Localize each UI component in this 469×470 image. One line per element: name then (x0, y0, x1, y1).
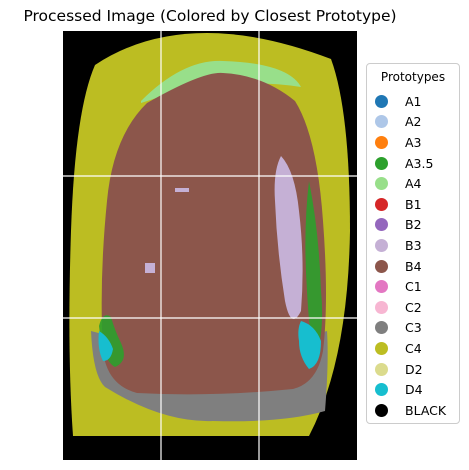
legend-swatch (375, 115, 388, 129)
legend-swatch (375, 280, 388, 294)
legend-item: B2 (375, 215, 446, 236)
legend-swatch (375, 300, 388, 314)
legend-label: A2 (405, 114, 422, 130)
legend-swatch (375, 197, 388, 211)
legend-item: C4 (375, 338, 446, 359)
figure-title: Processed Image (Colored by Closest Prot… (23, 7, 397, 25)
legend-label: B2 (405, 217, 422, 233)
legend: Prototypes A1 A2 A3 A3.5 A4 B1 B2 B3 B4 C1 C2 C3 C4 D… (366, 63, 460, 424)
legend-item: D4 (375, 379, 446, 400)
legend-swatch (375, 321, 388, 335)
legend-label: A4 (405, 176, 422, 192)
legend-swatch (375, 94, 388, 108)
legend-label: BLACK (405, 402, 447, 418)
legend-item: B4 (375, 256, 446, 277)
legend-item: C3 (375, 318, 446, 339)
legend-item: B1 (375, 194, 446, 215)
small-lilac-speck-2 (145, 263, 155, 273)
legend-label: B3 (405, 237, 422, 253)
legend-label: C1 (405, 279, 422, 295)
legend-label: C4 (405, 340, 422, 356)
legend-item: A3.5 (375, 153, 446, 174)
legend-item: A3 (375, 132, 446, 153)
legend-swatch (375, 238, 388, 252)
side-patch-right (298, 321, 321, 369)
core-region (101, 72, 326, 395)
side-patch-left (98, 331, 113, 361)
edge-specks-right (305, 181, 323, 361)
legend-list: A1 A2 A3 A3.5 A4 B1 B2 B3 B4 C1 C2 C3 C4 D2 D4 BLACK (375, 91, 446, 421)
legend-label: C2 (405, 299, 422, 315)
legend-title: Prototypes (380, 70, 446, 84)
legend-swatch (375, 218, 388, 232)
legend-label: D2 (405, 361, 423, 377)
legend-item: C1 (375, 276, 446, 297)
legend-swatch (375, 135, 388, 149)
legend-label: B1 (405, 196, 422, 212)
legend-swatch (375, 403, 388, 417)
legend-label: C3 (405, 320, 422, 336)
legend-item: A2 (375, 112, 446, 133)
legend-label: D4 (405, 382, 423, 398)
legend-item: A4 (375, 173, 446, 194)
legend-swatch (375, 259, 388, 273)
legend-swatch (375, 177, 388, 191)
legend-swatch (375, 383, 388, 397)
legend-item: B3 (375, 235, 446, 256)
legend-label: A1 (405, 93, 422, 109)
legend-swatch (375, 156, 388, 170)
legend-item: D2 (375, 359, 446, 380)
legend-item: C2 (375, 297, 446, 318)
legend-label: A3 (405, 134, 422, 150)
legend-swatch (375, 341, 388, 355)
legend-swatch (375, 362, 388, 376)
legend-label: A3.5 (405, 155, 434, 171)
right-patches-region (274, 156, 303, 319)
legend-label: B4 (405, 258, 422, 274)
small-lilac-speck (175, 188, 189, 192)
legend-item: A1 (375, 91, 446, 112)
prototype-image (63, 31, 357, 460)
legend-item: BLACK (375, 400, 446, 421)
